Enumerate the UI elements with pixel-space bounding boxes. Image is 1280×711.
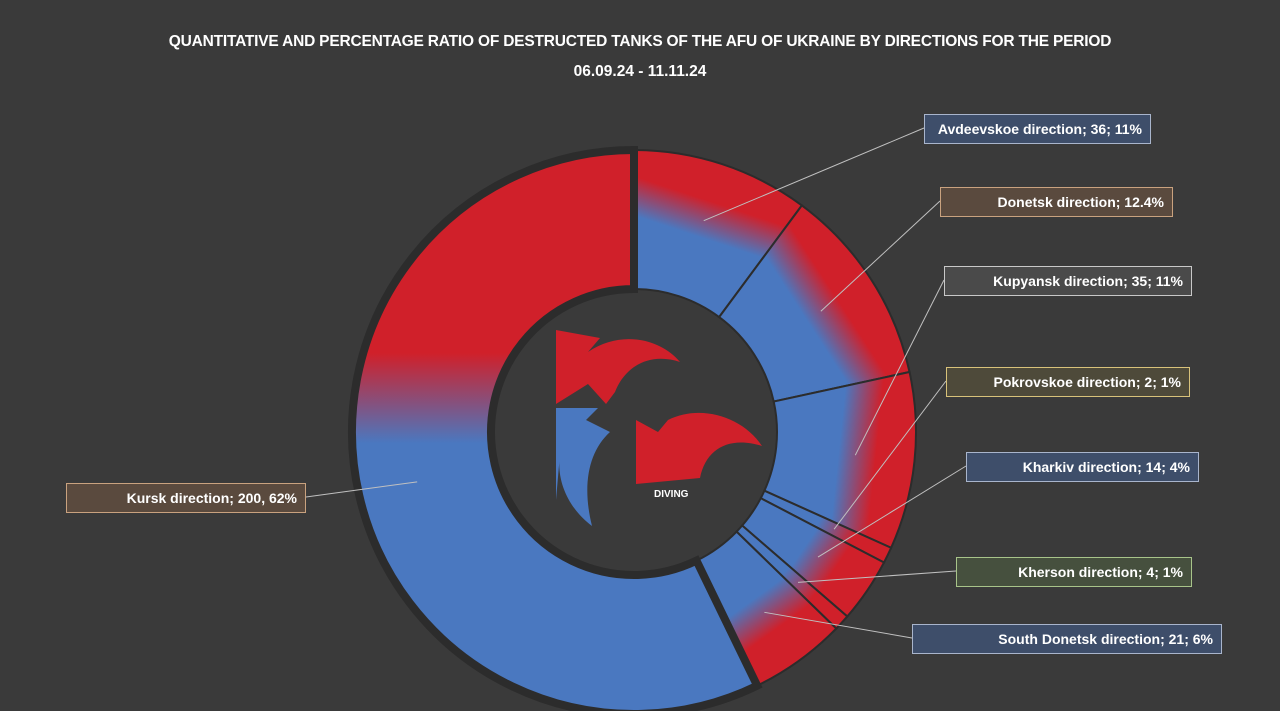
slice-label: Kupyansk direction; 35; 11% — [944, 266, 1192, 296]
slice-label: Avdeevskoe direction; 36; 11% — [924, 114, 1151, 144]
slice-label-text: Avdeevskoe direction; 36; 11% — [937, 121, 1142, 137]
slice-label-text: Kharkiv direction; 14; 4% — [1022, 459, 1190, 475]
slice-label: Donetsk direction; 12.4% — [940, 187, 1173, 217]
slice-label-text: Kursk direction; 200, 62% — [126, 490, 297, 506]
chart-subtitle-period: 06.09.24 - 11.11.24 — [573, 63, 707, 80]
leader-line — [820, 200, 941, 312]
slice-label-text: Kupyansk direction; 35; 11% — [993, 273, 1183, 289]
leader-line — [764, 611, 913, 639]
slice-label-text: Donetsk direction; 12.4% — [997, 194, 1165, 210]
slice-label: Kharkiv direction; 14; 4% — [966, 452, 1199, 482]
leader-line — [833, 380, 947, 530]
logo-arrow-blue — [556, 408, 610, 526]
slice-label: Kursk direction; 200, 62% — [66, 483, 306, 513]
logo-caption: DIVING — [654, 489, 689, 500]
leader-line — [305, 481, 418, 498]
diving-logo-icon: DIVING — [556, 330, 762, 526]
slice-label-text: Pokrovskoe direction; 2; 1% — [993, 374, 1181, 390]
slice-label-text: Kherson direction; 4; 1% — [1018, 564, 1183, 580]
leader-line — [797, 570, 957, 583]
slice-label: Kherson direction; 4; 1% — [956, 557, 1192, 587]
logo-arrow-red-upper — [556, 330, 680, 404]
slice-label: South Donetsk direction; 21; 6% — [912, 624, 1222, 654]
leader-line — [854, 279, 945, 456]
chart-title: QUANTITATIVE AND PERCENTAGE RATIO OF DES… — [168, 33, 1112, 50]
leader-line — [817, 465, 967, 558]
slice-kursk — [348, 145, 763, 711]
slice-label-text: South Donetsk direction; 21; 6% — [998, 631, 1213, 647]
slice-label: Pokrovskoe direction; 2; 1% — [946, 367, 1190, 397]
logo-arrow-red-lower — [636, 412, 762, 484]
leader-line — [703, 127, 925, 222]
